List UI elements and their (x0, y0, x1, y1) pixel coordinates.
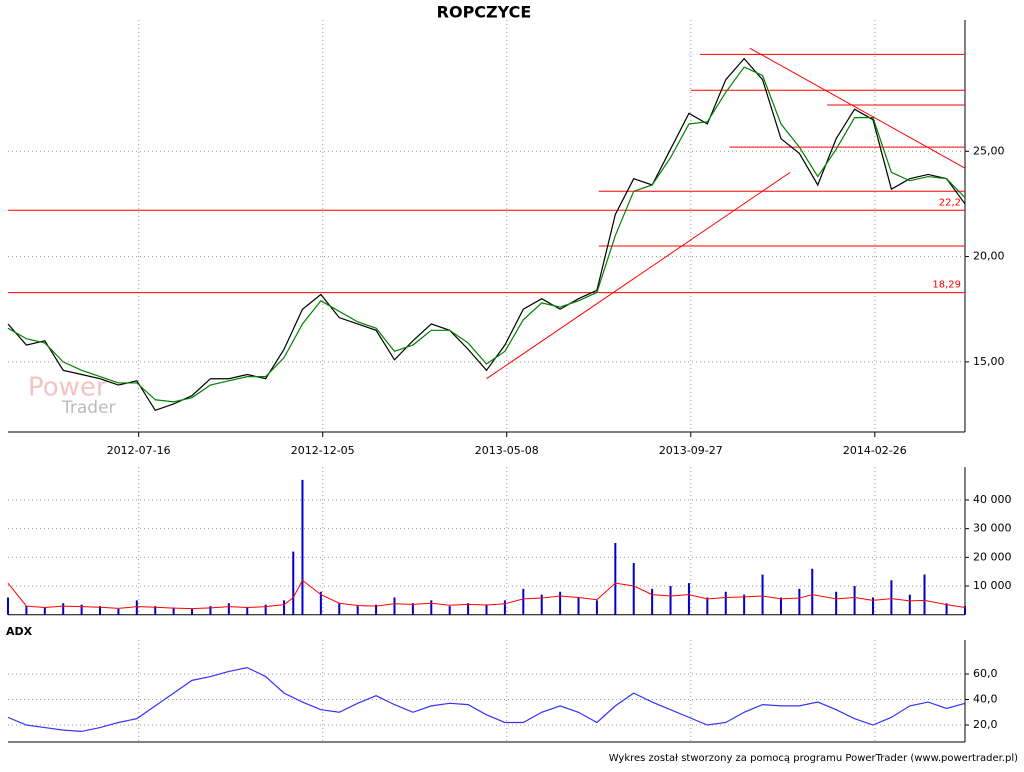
y-tick-label: 15,00 (973, 355, 1005, 368)
volume-bar (283, 600, 286, 615)
volume-bar (301, 479, 304, 615)
y-tick-label: 60,0 (973, 667, 998, 680)
volume-bar (669, 586, 672, 615)
volume-bar (448, 606, 451, 615)
volume-bar (577, 597, 580, 615)
volume-bar (393, 597, 396, 615)
volume-bar (706, 597, 709, 615)
y-tick-label: 25,00 (973, 144, 1005, 157)
volume-bar (687, 583, 690, 615)
volume-bar (559, 591, 562, 615)
level-label: 18,29 (932, 280, 961, 291)
volume-bar (227, 603, 230, 615)
y-tick-label: 20,0 (973, 718, 998, 731)
data-line (7, 57, 966, 412)
volume-bar (25, 606, 28, 615)
volume-bar (209, 606, 212, 615)
volume-bar (614, 542, 617, 615)
volume-bar (319, 591, 322, 615)
volume-bar (246, 607, 249, 615)
volume-bar (62, 603, 65, 615)
volume-bar (945, 603, 948, 615)
volume-bar (356, 606, 359, 615)
volume-bar (522, 588, 525, 615)
volume-bar (191, 608, 194, 615)
volume-bar (871, 597, 874, 615)
x-tick-label: 2013-09-27 (659, 444, 723, 457)
volume-bar (467, 603, 470, 615)
volume-bar (761, 574, 764, 615)
volume-bar (743, 594, 746, 615)
trend-line (749, 47, 966, 169)
volume-bar (7, 597, 9, 615)
volume-bar (779, 597, 782, 615)
volume-bar (651, 588, 654, 615)
y-tick-label: 20,00 (973, 250, 1005, 263)
data-line (7, 579, 966, 610)
volume-bar (811, 568, 814, 615)
volume-bar (632, 563, 635, 615)
data-line (7, 666, 966, 733)
data-line (7, 66, 966, 403)
volume-bar (853, 586, 856, 615)
volume-bar (375, 604, 378, 615)
volume-bar (540, 594, 543, 615)
volume-bar (923, 574, 926, 615)
y-tick-label: 20 000 (973, 550, 1012, 563)
volume-bar (43, 607, 46, 615)
trend-line (486, 171, 791, 380)
volume-bar (292, 551, 295, 615)
panel-title: ADX (6, 625, 33, 638)
x-tick-label: 2012-12-05 (291, 444, 355, 457)
volume-bar (172, 607, 175, 615)
chart-title: ROPCZYCE (437, 3, 532, 22)
y-tick-label: 40 000 (973, 493, 1012, 506)
y-tick-label: 40,0 (973, 693, 998, 706)
y-tick-label: 10 000 (973, 579, 1012, 592)
volume-bar (798, 588, 801, 615)
volume-bar (908, 594, 911, 615)
footer: Wykres został stworzony za pomocą progra… (609, 753, 1018, 764)
volume-bar (724, 591, 727, 615)
volume-bar (264, 604, 267, 615)
volume-bar (99, 606, 102, 615)
volume-bar (154, 606, 157, 615)
volume-bar (411, 603, 414, 615)
volume-bar (964, 606, 966, 615)
volume-bar (485, 604, 488, 615)
volume-bar (430, 600, 433, 615)
x-tick-label: 2012-07-16 (107, 444, 171, 457)
volume-bar (595, 600, 598, 615)
volume-bar (503, 600, 506, 615)
x-tick-label: 2013-05-08 (475, 444, 539, 457)
level-label: 22,2 (939, 197, 961, 208)
volume-bar (117, 608, 120, 615)
x-tick-label: 2014-02-26 (843, 444, 907, 457)
volume-bar (135, 600, 138, 615)
y-tick-label: 30 000 (973, 522, 1012, 535)
volume-bar (890, 580, 893, 615)
volume-bar (835, 591, 838, 615)
volume-bar (80, 604, 83, 615)
volume-bar (338, 603, 341, 615)
watermark: Trader (61, 398, 116, 418)
